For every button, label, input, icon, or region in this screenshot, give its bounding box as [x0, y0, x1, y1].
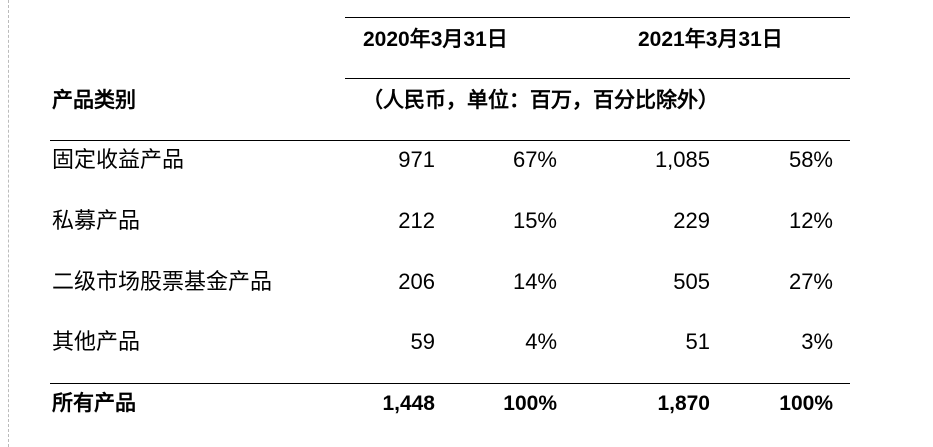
cell: 206 — [398, 269, 435, 294]
row-label: 私募产品 — [52, 208, 141, 233]
row-label: 二级市场股票基金产品 — [52, 269, 273, 294]
row-label: 固定收益产品 — [52, 147, 185, 172]
page-border — [8, 0, 9, 447]
rule — [345, 78, 850, 79]
cell: 12% — [788, 208, 833, 233]
row-label: 其他产品 — [52, 329, 141, 354]
cell: 212 — [398, 208, 435, 233]
category-header: 产品类别 — [52, 89, 136, 112]
rule — [345, 17, 850, 18]
cell: 1,085 — [654, 147, 710, 172]
cell: 505 — [673, 269, 710, 294]
cell: 1,448 — [382, 392, 435, 415]
cell: 51 — [685, 329, 710, 354]
cell: 3% — [801, 329, 833, 354]
cell: 229 — [673, 208, 710, 233]
cell: 67% — [512, 147, 557, 172]
cell: 15% — [512, 208, 557, 233]
rule — [50, 383, 850, 384]
period-header: 2020年3月31日 — [363, 28, 508, 51]
rule — [50, 140, 850, 141]
unit-header: （人民币，单位：百万，百分比除外） — [362, 89, 719, 112]
cell: 59 — [410, 329, 435, 354]
row-label: 所有产品 — [52, 392, 136, 415]
cell: 14% — [512, 269, 557, 294]
cell: 58% — [788, 147, 833, 172]
cell: 100% — [779, 392, 833, 415]
cell: 1,870 — [657, 392, 710, 415]
cell: 27% — [788, 269, 833, 294]
period-header: 2021年3月31日 — [638, 28, 783, 51]
cell: 971 — [398, 147, 435, 172]
cell: 100% — [503, 392, 557, 415]
cell: 4% — [525, 329, 557, 354]
